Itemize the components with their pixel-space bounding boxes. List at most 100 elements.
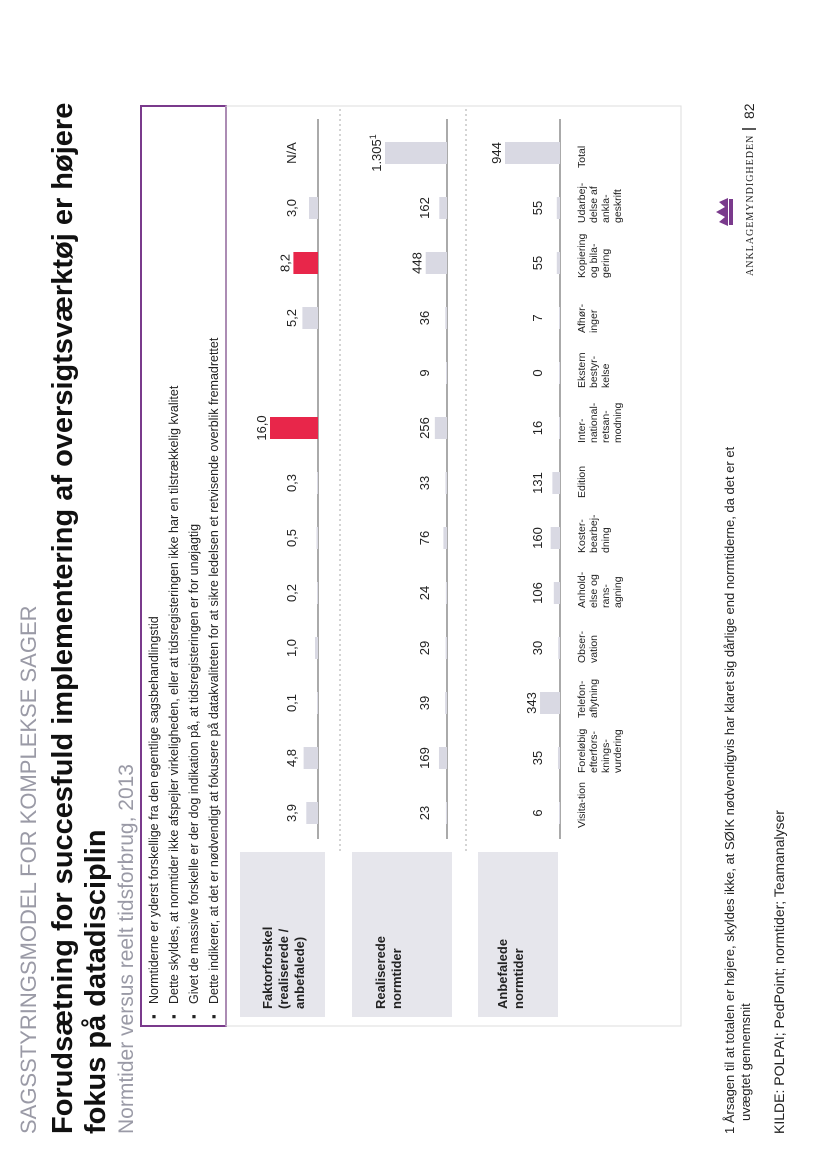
data-label-realized-10: 448 xyxy=(410,252,425,274)
data-label-realized-6: 33 xyxy=(417,476,432,490)
category-label-2-1: aflytning xyxy=(588,679,600,718)
bar-factor-11 xyxy=(309,197,318,219)
data-label-realized-1: 169 xyxy=(417,747,432,769)
category-label-8-1: bestyr- xyxy=(588,355,600,388)
row-label-box-recommended xyxy=(478,852,558,1017)
bar-factor-9 xyxy=(302,307,318,329)
category-label-6-0: Edition xyxy=(576,466,588,498)
bar-realized-4 xyxy=(445,582,448,604)
data-label-factor-0: 3,9 xyxy=(284,804,299,822)
bullet-text: Givet de massive forskelle er der dog in… xyxy=(187,524,201,1004)
bullet-text: Dette indikerer, at det er nødvendigt at… xyxy=(207,337,221,1004)
data-label-factor-7: 16,0 xyxy=(254,415,269,440)
bullet-marker: ▪ xyxy=(166,1014,181,1019)
data-label-recommended-3: 30 xyxy=(530,641,545,655)
data-label-recommended-11: 55 xyxy=(530,201,545,215)
chart-frame xyxy=(225,105,682,1027)
bar-recommended-0 xyxy=(559,802,560,824)
data-label-recommended-12: 944 xyxy=(489,142,504,164)
data-label-recommended-4: 106 xyxy=(530,582,545,604)
footnote-line1: 1 Årsagen til at totalen er højere, skyl… xyxy=(722,446,737,1134)
data-label-recommended-9: 7 xyxy=(530,314,545,321)
category-label-4-1: else og xyxy=(588,574,600,608)
bar-factor-3 xyxy=(315,637,318,659)
data-label-recommended-7: 16 xyxy=(530,421,545,435)
bar-recommended-3 xyxy=(558,637,561,659)
row-label-factor-line3: anbefalede) xyxy=(292,937,307,1009)
category-label-4-0: Anhold- xyxy=(576,571,588,608)
row-label-box-factor xyxy=(240,852,325,1017)
category-label-9-0: Afhør- xyxy=(576,303,588,333)
category-label-9-1: inger xyxy=(588,309,600,333)
category-label-4-3: agning xyxy=(612,576,624,608)
category-label-2-0: Telefon- xyxy=(576,680,588,718)
category-label-8-0: Ekstern xyxy=(576,352,588,388)
brand-name: ANKLAGEMYNDIGHEDEN xyxy=(745,135,756,276)
bar-recommended-12 xyxy=(505,142,560,164)
slide-subtitle: Normtider versus reelt tidsforbrug, 2013 xyxy=(115,764,138,1134)
data-label-recommended-5: 160 xyxy=(530,527,545,549)
data-label-factor-6: 0,3 xyxy=(284,474,299,492)
bar-realized-7 xyxy=(434,417,448,439)
bar-recommended-8 xyxy=(559,362,560,384)
bar-realized-1 xyxy=(438,747,448,769)
data-label-factor-9: 5,2 xyxy=(284,309,299,327)
section-header: SAGSSTYRINGSMODEL FOR KOMPLEKSE SAGER xyxy=(16,605,41,1134)
category-label-3-0: Obser- xyxy=(576,630,588,663)
bar-realized-0 xyxy=(445,802,448,824)
bar-factor-4 xyxy=(317,582,318,604)
category-label-1-2: knings- xyxy=(600,739,612,773)
category-label-7-0: Inter- xyxy=(576,418,588,443)
data-label-recommended-6: 131 xyxy=(530,472,545,494)
category-label-5-1: bearbej- xyxy=(588,514,600,553)
bullet-marker: ▪ xyxy=(206,1014,221,1019)
category-label-5-0: Koster- xyxy=(576,519,588,553)
data-label-realized-9: 36 xyxy=(417,311,432,325)
data-label-realized-11: 162 xyxy=(417,197,432,219)
bar-realized-5 xyxy=(443,527,448,549)
row-label-factor-line1: Faktorforskel xyxy=(260,927,275,1009)
data-label-recommended-10: 55 xyxy=(530,256,545,270)
row-label-factor-line2: (realiserede / xyxy=(276,928,291,1009)
data-label-factor-12: N/A xyxy=(284,142,299,164)
data-label-recommended-2: 343 xyxy=(524,692,539,714)
slide-title-line1: Forudsætning for succesfuld implementeri… xyxy=(47,103,79,1134)
data-label-realized-7: 256 xyxy=(417,417,432,439)
bar-factor-0 xyxy=(306,802,318,824)
row-label-recommended-line2: normtider xyxy=(511,948,526,1009)
data-label-realized-5: 76 xyxy=(417,531,432,545)
category-label-7-1: national- xyxy=(588,402,600,443)
category-label-11-1: delse af xyxy=(588,186,600,223)
category-label-1-0: Foreløbig xyxy=(576,728,588,773)
data-label-factor-10: 8,2 xyxy=(277,254,292,272)
data-label-realized-0: 23 xyxy=(417,806,432,820)
category-label-7-2: retsan- xyxy=(600,410,612,443)
category-label-10-2: gering xyxy=(600,249,612,278)
data-label-realized-2: 39 xyxy=(417,696,432,710)
data-label-factor-4: 0,2 xyxy=(284,584,299,602)
data-label-factor-11: 3,0 xyxy=(284,199,299,217)
bar-realized-9 xyxy=(445,307,447,329)
bar-recommended-5 xyxy=(550,527,561,549)
data-label-recommended-8: 0 xyxy=(530,369,545,376)
category-label-11-0: Udarbej- xyxy=(576,182,588,223)
row-label-realized-line1: Realiserede xyxy=(373,936,388,1009)
category-label-10-0: Kopiering xyxy=(576,233,588,278)
data-label-recommended-1: 35 xyxy=(530,751,545,765)
bar-recommended-11 xyxy=(556,197,560,219)
row-label-recommended-line1: Anbefalede xyxy=(495,939,510,1009)
bullet-text: Normtiderne er yderst forskellige fra de… xyxy=(147,616,161,1004)
bar-factor-7 xyxy=(270,417,318,439)
row-label-box-realized xyxy=(352,852,452,1017)
footnote-line2: uvægtet gennemsnit xyxy=(738,1003,753,1121)
bar-factor-2 xyxy=(317,692,318,714)
bar-recommended-1 xyxy=(557,747,561,769)
slide-title-line2: fokus på datadisciplin xyxy=(80,829,112,1134)
bar-recommended-7 xyxy=(559,417,560,439)
bar-realized-6 xyxy=(445,472,448,494)
data-label-realized-3: 29 xyxy=(417,641,432,655)
category-label-7-3: modning xyxy=(612,403,624,443)
page-number: 82 xyxy=(741,103,757,119)
data-label-recommended-0: 6 xyxy=(530,809,545,816)
